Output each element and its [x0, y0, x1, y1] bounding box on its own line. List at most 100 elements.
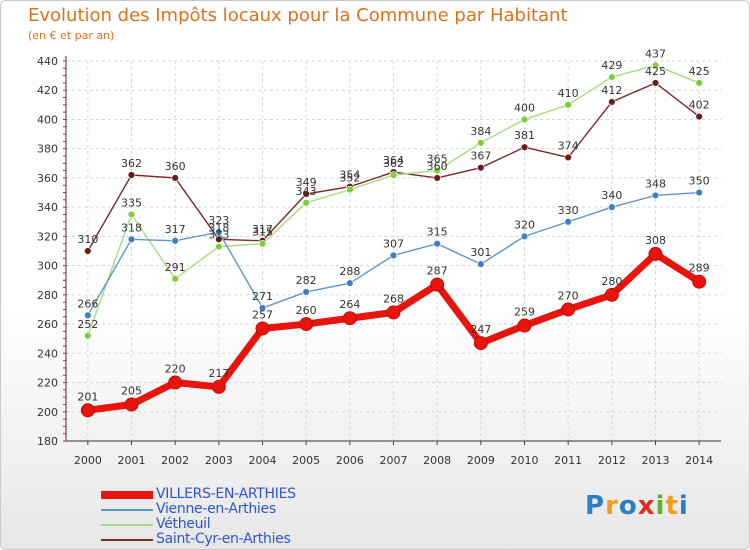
- data-label: 259: [514, 306, 535, 319]
- data-label: 264: [339, 298, 360, 311]
- data-label: 360: [165, 160, 186, 173]
- y-tick-label: 340: [37, 201, 58, 214]
- data-point: [302, 190, 310, 198]
- data-label: 268: [383, 292, 404, 305]
- data-label: 348: [645, 177, 666, 190]
- data-label: 384: [470, 125, 491, 138]
- data-label: 288: [339, 265, 360, 278]
- data-point: [299, 317, 314, 332]
- data-label: 425: [645, 65, 666, 78]
- proxiti-logo: Proxiti: [585, 491, 689, 521]
- data-label: 315: [427, 226, 448, 239]
- data-label: 400: [514, 101, 535, 114]
- data-label: 318: [121, 221, 142, 234]
- data-label: 318: [208, 221, 229, 234]
- data-label: 315: [252, 226, 273, 239]
- data-point: [255, 321, 270, 336]
- data-point: [433, 239, 441, 248]
- y-tick-label: 300: [37, 260, 58, 273]
- data-label: 252: [77, 318, 98, 331]
- y-tick-label: 360: [37, 172, 58, 185]
- data-point: [695, 188, 703, 197]
- data-label: 323: [208, 214, 229, 227]
- data-label: 270: [558, 289, 579, 302]
- data-label: 352: [339, 172, 360, 185]
- x-tick-label: 2003: [205, 454, 233, 467]
- y-tick-label: 400: [37, 113, 58, 126]
- data-point: [342, 311, 357, 326]
- legend-label: Vienne-en-Arthies: [156, 501, 276, 517]
- y-tick-label: 240: [37, 347, 58, 360]
- x-tick-label: 2004: [249, 454, 277, 467]
- data-label: 362: [121, 157, 142, 170]
- data-label: 364: [383, 154, 404, 167]
- data-point: [258, 304, 267, 312]
- data-point: [171, 275, 179, 283]
- x-tick-label: 2007: [380, 454, 408, 467]
- data-point: [80, 403, 95, 418]
- data-label: 365: [427, 153, 448, 166]
- data-point: [564, 218, 572, 226]
- data-label: 217: [208, 367, 229, 380]
- logo-letter: P: [585, 491, 606, 521]
- data-point: [520, 115, 529, 124]
- data-point: [608, 73, 616, 81]
- data-point: [258, 239, 267, 248]
- data-label: 410: [558, 87, 579, 100]
- legend-item: VILLERS-EN-ARTHIES: [101, 487, 361, 502]
- y-tick-label: 200: [37, 406, 58, 419]
- x-tick-label: 2008: [423, 454, 451, 467]
- data-point: [302, 199, 310, 207]
- data-label: 266: [77, 297, 98, 310]
- data-point: [564, 101, 572, 109]
- data-label: 301: [470, 246, 491, 259]
- data-point: [604, 287, 619, 302]
- x-tick-label: 2005: [292, 454, 320, 467]
- data-label: 429: [601, 59, 622, 72]
- data-point: [302, 288, 310, 296]
- data-label: 317: [252, 223, 273, 236]
- data-point: [564, 153, 572, 162]
- data-point: [433, 174, 441, 182]
- axes: 180 200 220 240 260 280 300 320 340 360 380 400 420 4…: [37, 55, 721, 467]
- data-point: [608, 98, 616, 106]
- y-tick-label: 420: [37, 84, 58, 97]
- y-tick-label: 320: [37, 230, 58, 243]
- legend-swatch: [101, 524, 153, 526]
- legend: VILLERS-EN-ARTHIES Vienne-en-Arthies Vét…: [101, 487, 361, 547]
- data-point: [84, 332, 92, 340]
- data-point: [386, 305, 401, 320]
- x-tick-label: 2011: [554, 454, 582, 467]
- x-tick-label: 2001: [118, 454, 146, 467]
- data-label: 201: [77, 390, 98, 403]
- data-point: [127, 210, 136, 219]
- y-tick-label: 180: [37, 435, 58, 448]
- data-point: [520, 143, 529, 151]
- data-label: 362: [383, 157, 404, 170]
- data-label: 374: [558, 139, 579, 152]
- series-layer: [80, 61, 707, 418]
- data-point: [473, 336, 488, 351]
- data-point: [346, 185, 354, 194]
- data-point: [651, 79, 660, 87]
- chart-subtitle: (en € et par an): [28, 29, 115, 42]
- logo-letter: o: [618, 491, 638, 521]
- data-label: 313: [208, 229, 229, 242]
- data-label: 367: [470, 150, 491, 163]
- data-point: [127, 171, 136, 179]
- data-label: 412: [601, 84, 622, 97]
- legend-item: Vétheuil: [101, 517, 361, 532]
- data-point: [520, 232, 529, 241]
- data-point: [477, 139, 485, 147]
- data-point: [215, 228, 223, 236]
- x-tick-label: 2000: [74, 454, 102, 467]
- y-tick-label: 260: [37, 318, 58, 331]
- x-tick-label: 2002: [161, 454, 189, 467]
- data-label: 310: [77, 233, 98, 246]
- data-point: [84, 311, 92, 320]
- data-label: 280: [601, 275, 622, 288]
- legend-label: Vétheuil: [156, 516, 211, 532]
- x-tick-label: 2014: [685, 454, 713, 467]
- data-point: [84, 247, 92, 255]
